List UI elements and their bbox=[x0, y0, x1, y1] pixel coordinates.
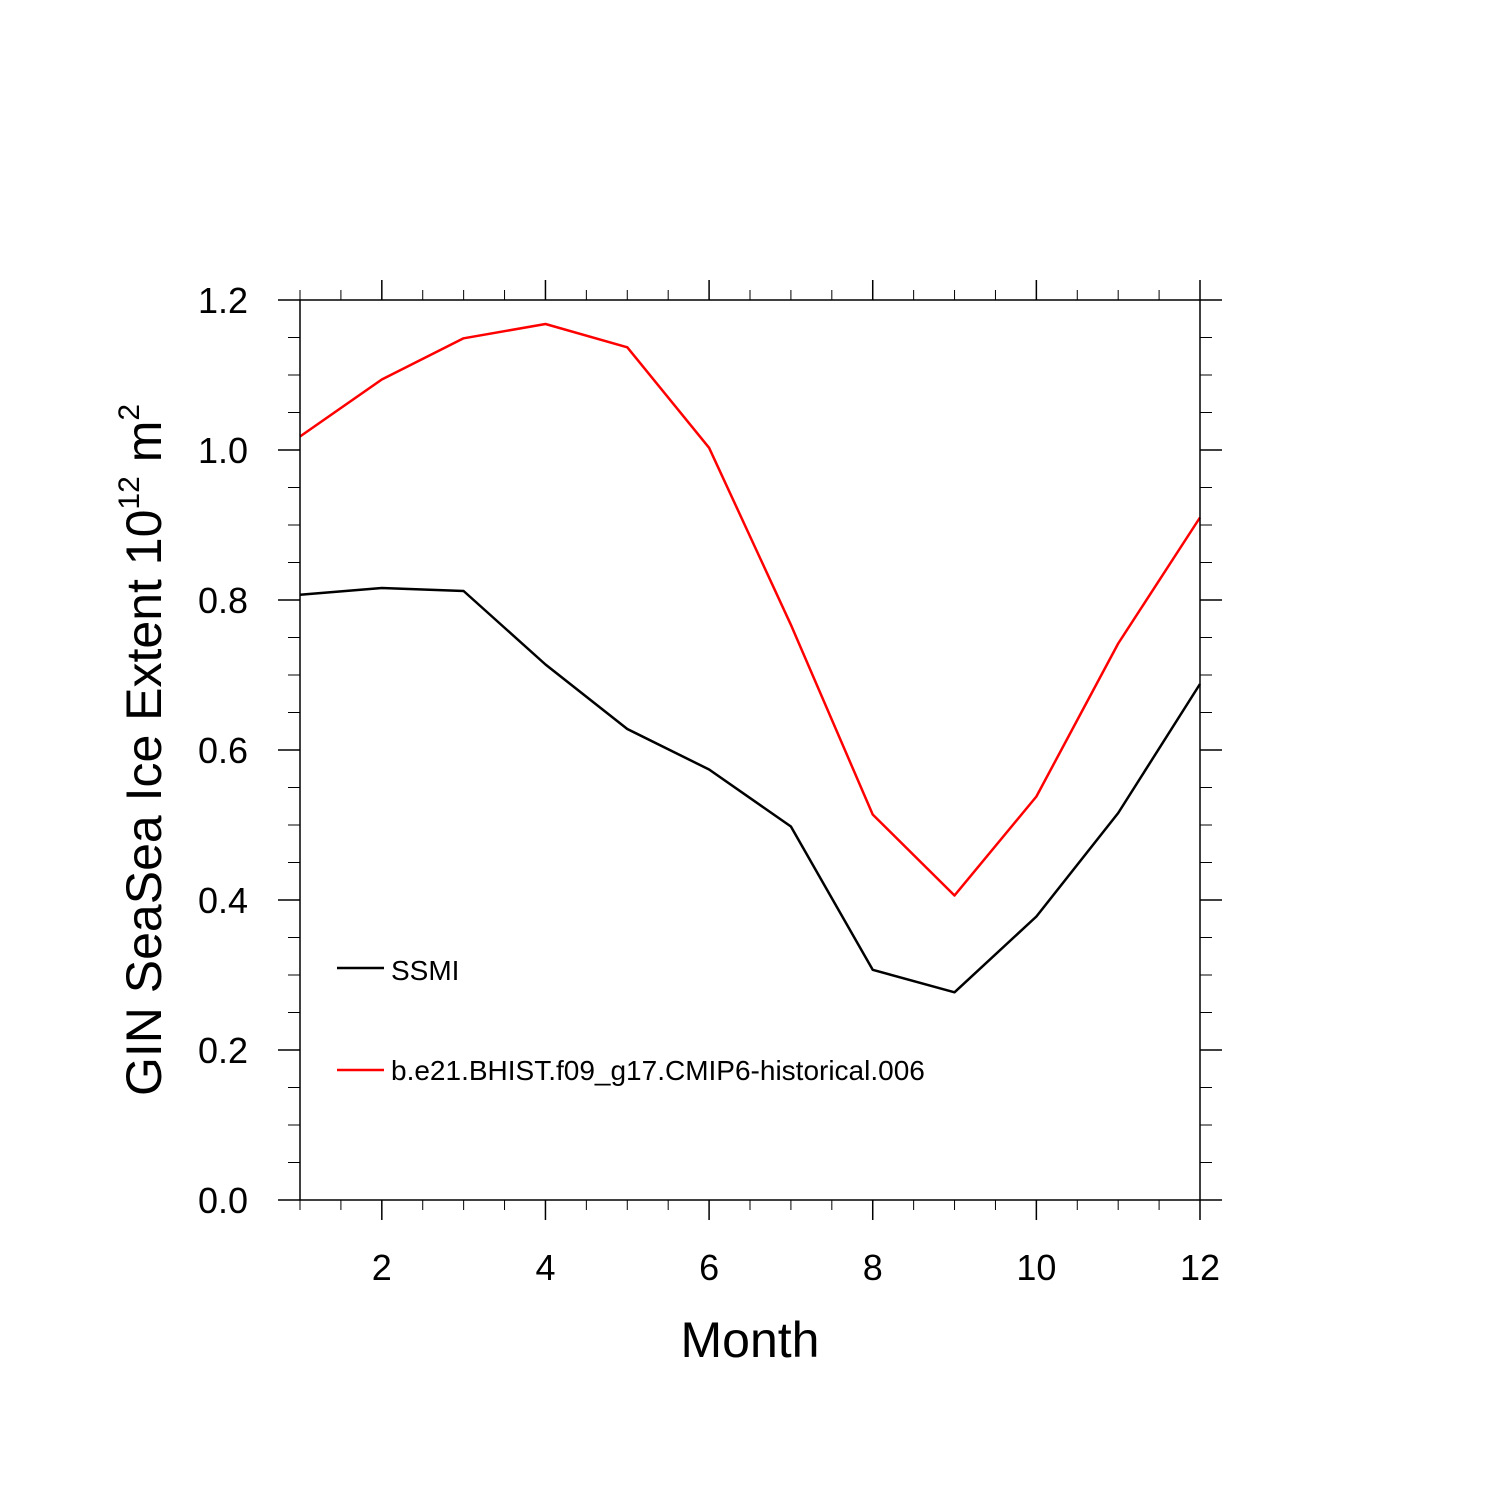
x-tick-label: 6 bbox=[699, 1247, 719, 1288]
legend-label-model: b.e21.BHIST.f09_g17.CMIP6-historical.006 bbox=[391, 1055, 925, 1086]
ticks-layer bbox=[278, 280, 1222, 1220]
y-axis-title-unit-exponent: 2 bbox=[113, 404, 146, 421]
y-tick-label: 1.0 bbox=[198, 430, 248, 471]
x-tick-label: 12 bbox=[1180, 1247, 1220, 1288]
x-tick-label: 10 bbox=[1016, 1247, 1056, 1288]
labels-layer: 2 4 6 8 10 12 0.0 0.2 0.4 0.6 0.8 1.0 1.2 bbox=[198, 280, 1220, 1288]
x-axis-title: Month bbox=[681, 1312, 820, 1368]
y-tick-label: 0.4 bbox=[198, 880, 248, 921]
y-axis-title-exponent: 12 bbox=[113, 476, 146, 509]
y-axis-title-main: GIN SeaSea Ice Extent 10 bbox=[116, 510, 172, 1096]
x-tick-label: 2 bbox=[372, 1247, 392, 1288]
x-tick-label: 8 bbox=[863, 1247, 883, 1288]
series-line-model bbox=[299, 322, 1202, 897]
legend: SSMI b.e21.BHIST.f09_g17.CMIP6-historica… bbox=[337, 955, 925, 1086]
legend-label-ssmi: SSMI bbox=[391, 955, 459, 986]
y-axis-title: GIN SeaSea Ice Extent 1012 m2 bbox=[113, 404, 172, 1096]
y-tick-label: 0.6 bbox=[198, 730, 248, 771]
y-tick-label: 0.2 bbox=[198, 1030, 248, 1071]
series-layer bbox=[299, 322, 1202, 994]
x-tick-label: 4 bbox=[535, 1247, 555, 1288]
y-tick-label: 1.2 bbox=[198, 280, 248, 321]
plot-frame bbox=[299, 299, 1201, 1201]
y-tick-label: 0.0 bbox=[198, 1180, 248, 1221]
y-tick-label: 0.8 bbox=[198, 580, 248, 621]
y-axis-title-unit: m bbox=[116, 421, 172, 477]
series-line-ssmi bbox=[299, 586, 1202, 994]
